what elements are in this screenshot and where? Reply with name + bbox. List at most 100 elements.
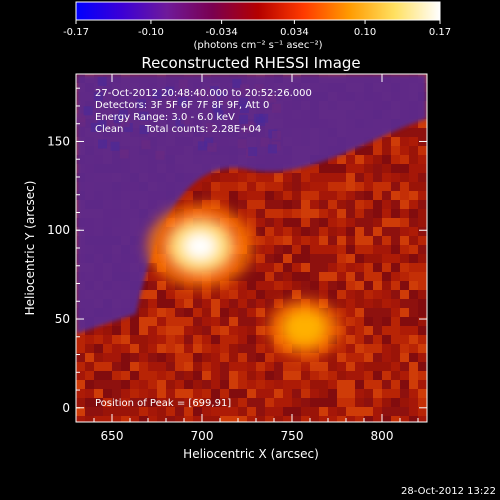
image-pixel — [220, 362, 229, 371]
image-pixel — [328, 380, 337, 389]
image-pixel — [130, 380, 139, 389]
image-pixel — [139, 389, 148, 398]
image-pixel — [112, 344, 121, 353]
image-pixel — [121, 371, 130, 380]
image-pixel — [400, 182, 409, 191]
image-pixel — [247, 218, 256, 227]
image-pixel — [112, 362, 121, 371]
image-pixel — [301, 200, 310, 209]
image-pixel — [211, 344, 220, 353]
image-pixel — [364, 416, 373, 422]
image-pixel — [355, 227, 364, 236]
image-pixel — [319, 389, 328, 398]
image-pixel — [265, 245, 274, 254]
image-pixel — [400, 209, 409, 218]
colorbar-tick-label: -0.17 — [63, 27, 89, 38]
image-pixel — [130, 416, 139, 422]
image-pixel — [418, 317, 427, 326]
image-pixel — [256, 398, 265, 407]
image-pixel — [328, 200, 337, 209]
image-pixel — [157, 362, 166, 371]
image-pixel — [418, 155, 427, 164]
image-pixel — [328, 362, 337, 371]
image-pixel — [229, 200, 238, 209]
image-pixel — [337, 380, 346, 389]
image-pixel — [220, 380, 229, 389]
image-pixel — [364, 317, 373, 326]
image-pixel — [355, 362, 364, 371]
image-pixel — [391, 191, 400, 200]
image-pixel — [130, 335, 139, 344]
image-pixel — [148, 272, 157, 281]
colorbar-tick-label: 0.10 — [354, 27, 376, 38]
image-pixel — [139, 353, 148, 362]
image-pixel — [256, 353, 265, 362]
image-pixel — [175, 335, 184, 344]
image-pixel — [382, 272, 391, 281]
image-pixel — [382, 155, 391, 164]
image-pixel — [211, 308, 220, 317]
image-pixel — [310, 371, 319, 380]
image-pixel — [346, 182, 355, 191]
image-pixel — [220, 398, 229, 407]
image-pixel — [337, 173, 346, 182]
image-pixel — [175, 362, 184, 371]
image-pixel — [256, 290, 265, 299]
image-pixel — [123, 123, 133, 133]
image-pixel — [400, 362, 409, 371]
image-pixel — [346, 227, 355, 236]
image-pixel — [346, 416, 355, 422]
image-pixel — [391, 398, 400, 407]
image-pixel — [409, 155, 418, 164]
image-pixel — [283, 371, 292, 380]
image-pixel — [355, 344, 364, 353]
image-pixel — [373, 209, 382, 218]
image-pixel — [148, 326, 157, 335]
image-pixel — [391, 380, 400, 389]
image-pixel — [256, 362, 265, 371]
image-pixel — [328, 299, 337, 308]
image-pixel — [355, 254, 364, 263]
image-pixel — [400, 191, 409, 200]
image-pixel — [76, 389, 85, 398]
image-pixel — [301, 281, 310, 290]
image-pixel — [274, 263, 283, 272]
image-pixel — [220, 191, 229, 200]
image-pixel — [265, 263, 274, 272]
image-pixel — [283, 245, 292, 254]
image-pixel — [254, 84, 264, 94]
image-pixel — [148, 308, 157, 317]
image-pixel — [364, 335, 373, 344]
image-pixel — [110, 141, 120, 151]
image-pixel — [267, 144, 277, 154]
image-pixel — [139, 344, 148, 353]
image-pixel — [409, 299, 418, 308]
image-pixel — [310, 263, 319, 272]
image-pixel — [418, 371, 427, 380]
image-pixel — [364, 380, 373, 389]
image-pixel — [211, 353, 220, 362]
x-tick-label: 800 — [371, 429, 394, 443]
image-pixel — [373, 371, 382, 380]
image-pixel — [283, 236, 292, 245]
image-pixel — [283, 191, 292, 200]
image-pixel — [148, 398, 157, 407]
image-pixel — [364, 227, 373, 236]
image-pixel — [247, 317, 256, 326]
image-pixel — [214, 110, 224, 120]
image-pixel — [175, 317, 184, 326]
image-pixel — [409, 389, 418, 398]
image-pixel — [238, 353, 247, 362]
image-pixel — [247, 263, 256, 272]
image-pixel — [292, 209, 301, 218]
image-pixel — [274, 416, 283, 422]
image-pixel — [382, 173, 391, 182]
image-pixel — [166, 416, 175, 422]
image-pixel — [400, 281, 409, 290]
image-pixel — [355, 146, 364, 155]
image-pixel — [373, 164, 382, 173]
image-pixel — [175, 326, 184, 335]
image-pixel — [319, 371, 328, 380]
image-pixel — [238, 398, 247, 407]
image-pixel — [85, 353, 94, 362]
